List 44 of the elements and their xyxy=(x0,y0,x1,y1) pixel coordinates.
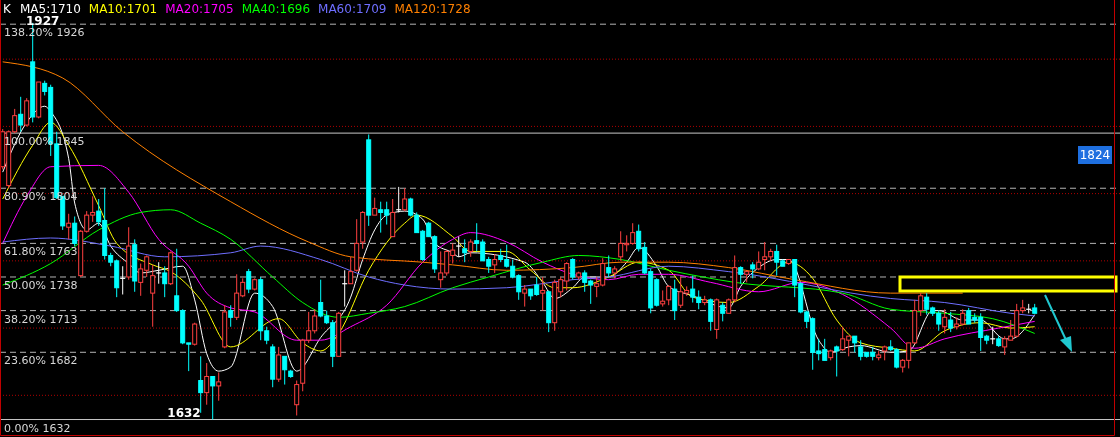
candlestick xyxy=(246,268,252,294)
candlestick xyxy=(66,213,72,240)
ref-line-label: 0.00% 1632 xyxy=(4,421,71,435)
candlestick xyxy=(834,345,840,377)
candlestick xyxy=(540,276,546,312)
candlestick xyxy=(462,238,468,263)
candlestick xyxy=(606,254,612,278)
text: MA40:1696 xyxy=(241,2,311,16)
text: MA120:1728 xyxy=(394,2,471,16)
text: 1824 xyxy=(1079,148,1111,162)
chart-title: K xyxy=(3,2,12,16)
candlestick xyxy=(72,215,78,247)
candlestick xyxy=(522,284,528,308)
candlestick xyxy=(162,265,168,298)
text: MA20:1705 xyxy=(165,2,234,16)
ref-line-label: 23.60% 1682 xyxy=(4,354,78,368)
candlestick xyxy=(948,311,954,333)
text: MA60:1709 xyxy=(318,2,387,16)
candlestick xyxy=(18,96,24,133)
candlestick xyxy=(348,256,354,285)
candlestick xyxy=(942,308,948,334)
candlestick xyxy=(204,362,210,406)
candlestick xyxy=(216,371,222,402)
candlestick xyxy=(155,261,162,285)
candlestick xyxy=(228,304,234,328)
ref-line-label: 50.00% 1738 xyxy=(4,278,78,292)
text: MA5:1710 xyxy=(20,2,81,16)
candlestick xyxy=(708,298,714,332)
ref-line-label: 38.20% 1713 xyxy=(4,312,78,326)
candlestick xyxy=(150,264,156,328)
candlestick xyxy=(720,302,726,322)
candlestick xyxy=(492,253,498,274)
annotation: 1927 xyxy=(26,13,60,28)
candlestick xyxy=(198,355,204,414)
candlestick xyxy=(455,236,462,258)
annotation: 1632 xyxy=(167,405,201,420)
candlestick xyxy=(672,279,678,321)
candlestick xyxy=(570,257,576,281)
candlestick xyxy=(666,284,672,306)
candlestick xyxy=(402,187,408,212)
candlestick xyxy=(210,375,216,421)
candlestick xyxy=(294,380,300,416)
text: MA10:1701 xyxy=(88,2,158,16)
candlestick xyxy=(282,355,288,386)
